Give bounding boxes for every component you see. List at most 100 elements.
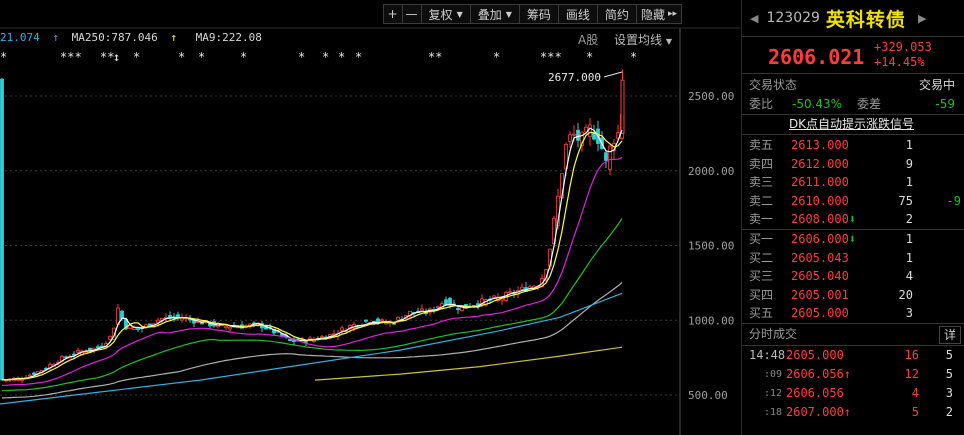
change-value: +329.053 xyxy=(874,40,932,54)
fuquan-label: 复权 xyxy=(428,7,453,22)
trades-header: 分时成交 详 xyxy=(742,324,964,346)
candle-body xyxy=(572,133,576,136)
candle-body xyxy=(128,325,132,329)
ma-legend: 21.074 ↑ MA250:787.046 ↑ MA9:222.08 xyxy=(0,31,268,44)
level-label: 买二 xyxy=(749,250,774,265)
ma-settings-button[interactable]: 设置均线 ▼ xyxy=(614,33,672,47)
draw-line-button[interactable]: 画线 xyxy=(557,4,598,24)
y-tick-label: 2500.00 xyxy=(688,90,734,103)
kline-svg: 2677.000 2500.00 2000.00 1500.00 1000.00 500… xyxy=(0,27,740,435)
trade-time: :18 xyxy=(764,406,783,418)
candle-body xyxy=(320,336,324,338)
level-volume: 1 xyxy=(905,138,913,152)
y-tick-label: 2000.00 xyxy=(688,165,734,178)
level-price: 2605.000 xyxy=(791,306,849,321)
trade-row: :12 2606.056 4 3 xyxy=(742,384,964,403)
status-value: 交易中 xyxy=(918,78,955,92)
hide-label: 隐藏 xyxy=(640,7,665,22)
level-price: 2608.000⬇ xyxy=(791,212,857,227)
candle-body xyxy=(108,335,112,340)
level-label: 卖三 xyxy=(749,175,774,190)
candle-body xyxy=(608,145,612,170)
hide-button[interactable]: 隐藏 ▸▸ xyxy=(635,4,682,24)
share-type-label[interactable]: A股 xyxy=(578,33,599,47)
candle-body xyxy=(76,349,80,353)
level-label: 买四 xyxy=(749,287,774,302)
trade-count: 2 xyxy=(945,404,953,419)
level-volume: 1 xyxy=(905,175,913,190)
candle-body xyxy=(176,314,180,318)
ma-value-a: 21.074 ↑ xyxy=(0,31,59,44)
candle-body xyxy=(32,372,36,375)
ma60-line xyxy=(1,282,623,399)
high-price-annotation: 2677.000 xyxy=(548,71,601,84)
last-price: 2606.021 xyxy=(768,45,865,69)
level-label: 卖五 xyxy=(749,138,774,152)
candle-body xyxy=(436,306,440,309)
ma20-line xyxy=(2,157,623,386)
bid-row[interactable]: 买三 2605.040 4 xyxy=(742,267,964,286)
trade-time: :09 xyxy=(764,368,783,380)
weibi-label: 委比 xyxy=(749,97,774,111)
ask-row[interactable]: 卖一 2608.000⬇ 2 xyxy=(742,210,964,229)
y-tick-label: 500.00 xyxy=(688,389,728,402)
level-price: 2605.001 xyxy=(791,287,849,302)
signal-star: * xyxy=(178,50,186,64)
detail-button[interactable]: 详 xyxy=(938,325,961,344)
trade-price: 2606.056↑ xyxy=(786,366,852,381)
prev-icon[interactable]: ◀ xyxy=(750,11,759,25)
candle-body xyxy=(576,129,580,141)
down-arrow-icon: ⬇ xyxy=(848,212,857,227)
signal-star: * xyxy=(298,50,306,64)
signal-star: * xyxy=(322,50,330,64)
signal-star: * xyxy=(630,50,638,64)
ma120-line xyxy=(0,292,623,405)
change-percent: +14.45% xyxy=(874,55,925,69)
candle-body xyxy=(224,325,228,329)
bid-row[interactable]: 买二 2605.043 1 xyxy=(742,249,964,268)
overlay-dropdown[interactable]: 叠加 ▼ xyxy=(469,4,520,24)
security-code: 123029 xyxy=(766,10,820,26)
signal-star: *** xyxy=(540,50,562,64)
price-block: 2606.021 +329.053 +14.45% xyxy=(742,37,964,74)
candle-body xyxy=(396,316,400,321)
trade-row: :18 2607.000↑ 5 2 xyxy=(742,403,964,422)
level-price: 2610.000 xyxy=(791,193,849,208)
bid-row[interactable]: 买五 2605.000 3 xyxy=(742,304,964,323)
trade-count: 3 xyxy=(945,385,953,400)
level-label: 买五 xyxy=(749,306,774,321)
y-tick-label: 1500.00 xyxy=(688,240,734,253)
weicha-value: -59 xyxy=(935,97,955,111)
signal-star: * xyxy=(133,50,141,64)
candle-body xyxy=(364,319,368,322)
kline-chart-area[interactable]: + — 复权 ▼ 叠加 ▼ 筹码 画线 简约 隐藏 ▸▸ 21.074 ↑ MA250… xyxy=(0,0,740,435)
bid-row[interactable]: 买一 2606.000⬇ 1 xyxy=(742,230,964,249)
trade-time: 14:48 xyxy=(749,347,786,362)
level-label: 买一 xyxy=(749,231,774,246)
weibi-row: 委比 -50.43% 委差 -59 xyxy=(742,95,964,115)
bid-row[interactable]: 买四 2605.001 20 xyxy=(742,286,964,305)
dk-signal-link[interactable]: DK点自动提示涨跌信号 xyxy=(788,117,915,131)
candle-body xyxy=(340,327,344,331)
level-label: 卖二 xyxy=(749,193,774,208)
signal-star: * xyxy=(586,50,594,64)
candle-body xyxy=(604,152,608,161)
signal-markers: * *** ** ↕ * * * * * * * * ** * *** * * xyxy=(0,50,690,64)
ask-row[interactable]: 卖三 2611.000 1 xyxy=(742,173,964,192)
signal-star: ↕ xyxy=(113,50,121,64)
bid-book: 买一 2606.000⬇ 1 买二 2605.043 1 买三 2605.040 4 买四 2605… xyxy=(742,230,964,324)
candle-body xyxy=(508,291,512,294)
annotation-pointer xyxy=(603,71,623,78)
ma9-value: MA9:222.08 xyxy=(195,31,262,44)
signal-star: *** xyxy=(60,50,82,64)
candle-body xyxy=(384,322,388,325)
trade-row: 14:48 2605.000 16 5 xyxy=(742,346,964,365)
level-volume: 75 xyxy=(898,193,913,208)
ask-row[interactable]: 卖四 2612.000 9 xyxy=(742,155,964,174)
next-icon[interactable]: ▶ xyxy=(917,11,927,25)
ask-row[interactable]: 卖五 2613.000 1 xyxy=(742,136,964,155)
dk-signal-row: DK点自动提示涨跌信号 xyxy=(742,115,964,135)
level-price: 2606.000⬇ xyxy=(791,231,857,246)
ask-row[interactable]: 卖二 2610.000 75 -9 xyxy=(742,192,964,211)
candle-body xyxy=(620,79,625,134)
